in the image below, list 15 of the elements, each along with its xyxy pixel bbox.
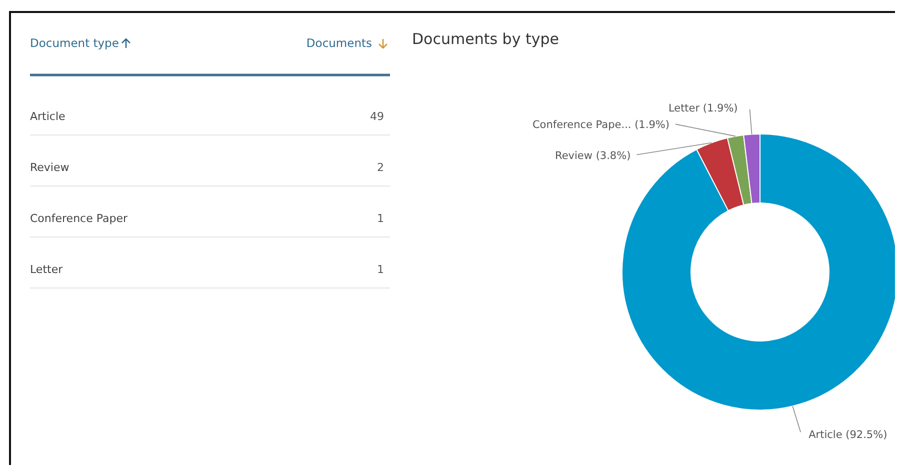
- text: 1: [377, 212, 384, 225]
- text: Conference Paper: [30, 212, 128, 225]
- slice-label: Letter (1.9%): [668, 102, 738, 114]
- chart-title: Documents by type: [412, 30, 559, 48]
- text: Documents: [306, 36, 372, 50]
- text: Article: [30, 110, 66, 123]
- slice-label: Article (92.5%): [808, 429, 888, 442]
- slice-label: Review (3.8%): [555, 150, 631, 162]
- text: 2: [377, 161, 384, 174]
- slice-label: Conference Pape... (1.9%): [532, 119, 670, 132]
- text: 1: [377, 263, 384, 276]
- text: Review: [30, 161, 70, 174]
- text: Document type: [30, 36, 119, 50]
- text: 49: [370, 110, 384, 123]
- text: Letter: [30, 263, 64, 276]
